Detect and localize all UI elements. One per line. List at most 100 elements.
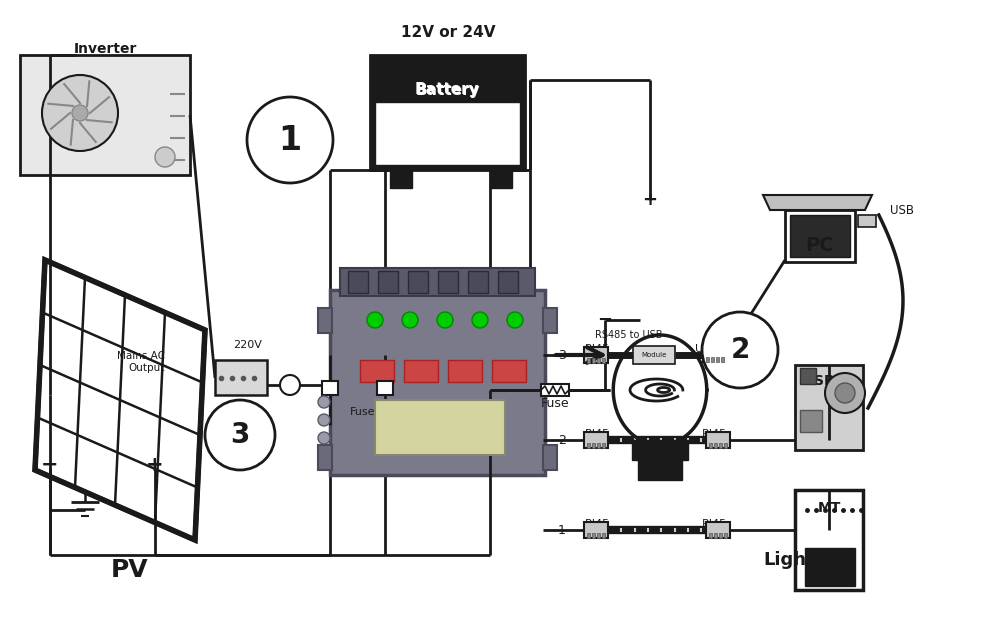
Bar (706, 432, 730, 448)
Text: RS485 to USB: RS485 to USB (595, 330, 662, 340)
Text: Fuse: Fuse (541, 397, 569, 410)
Circle shape (280, 375, 300, 395)
Circle shape (835, 383, 855, 403)
Bar (360, 360, 394, 382)
Text: 220V: 220V (234, 340, 262, 350)
Circle shape (205, 400, 275, 470)
Bar (592, 358, 595, 363)
Bar (370, 55, 525, 170)
Text: Battery: Battery (416, 83, 480, 97)
Bar (790, 215, 850, 257)
Bar (716, 357, 719, 362)
Bar (318, 445, 332, 470)
Text: USB: USB (695, 344, 718, 354)
Circle shape (825, 373, 865, 413)
Bar (592, 533, 595, 538)
Bar (587, 443, 590, 448)
Bar (602, 358, 605, 363)
Bar (375, 400, 505, 455)
Text: +: + (642, 191, 658, 209)
Bar (714, 533, 717, 538)
Text: −: − (41, 455, 59, 475)
Bar (492, 360, 526, 382)
Text: PC: PC (806, 236, 834, 255)
Bar (541, 384, 569, 396)
Bar (638, 458, 682, 480)
Text: 3: 3 (230, 421, 250, 449)
Bar (714, 443, 717, 448)
Bar (703, 348, 725, 362)
Bar (597, 358, 600, 363)
Text: RJ45: RJ45 (585, 519, 610, 529)
Bar (858, 215, 876, 227)
Circle shape (318, 432, 330, 444)
Bar (543, 445, 557, 470)
Bar (584, 347, 608, 363)
Bar (795, 365, 863, 450)
Text: MT: MT (817, 501, 841, 515)
Bar (709, 443, 712, 448)
Bar (584, 522, 608, 538)
Circle shape (155, 147, 175, 167)
Bar (800, 368, 816, 384)
Text: USB: USB (890, 204, 914, 216)
Bar (724, 443, 727, 448)
Text: Inverter: Inverter (73, 42, 137, 56)
Text: 3: 3 (558, 349, 566, 362)
Bar (602, 443, 605, 448)
Bar (438, 271, 458, 293)
Bar (706, 522, 730, 538)
Bar (498, 271, 518, 293)
Bar (348, 271, 368, 293)
Polygon shape (763, 195, 872, 210)
Text: SPP: SPP (814, 374, 844, 388)
Text: Fuse: Fuse (350, 407, 376, 417)
Bar (584, 432, 608, 448)
Bar (805, 548, 855, 586)
Bar (375, 102, 520, 165)
Circle shape (72, 105, 88, 121)
Bar (587, 358, 590, 363)
Text: RJ45: RJ45 (585, 344, 610, 354)
Bar (215, 360, 267, 395)
Circle shape (702, 312, 778, 388)
Bar (721, 357, 724, 362)
Text: RJ45: RJ45 (702, 429, 727, 439)
Text: Module: Module (641, 352, 667, 358)
Bar (587, 533, 590, 538)
Circle shape (472, 312, 488, 328)
Text: 12V or 24V: 12V or 24V (401, 24, 495, 40)
Bar (711, 357, 714, 362)
Bar (597, 443, 600, 448)
Text: Fuse: Fuse (400, 407, 426, 417)
Bar (404, 360, 438, 382)
Circle shape (42, 75, 118, 151)
Bar (20, 55, 190, 175)
Text: Battery: Battery (415, 82, 479, 97)
Text: Lights: Lights (764, 551, 826, 569)
Bar (724, 533, 727, 538)
Circle shape (367, 312, 383, 328)
Bar (709, 533, 712, 538)
Text: 1: 1 (278, 124, 302, 157)
Bar (800, 410, 822, 432)
Text: RJ45: RJ45 (585, 429, 610, 439)
Bar (597, 533, 600, 538)
Bar (378, 271, 398, 293)
Bar (592, 443, 595, 448)
Polygon shape (35, 260, 205, 540)
Bar (330, 290, 545, 475)
Circle shape (318, 414, 330, 426)
Bar (468, 271, 488, 293)
Bar (543, 308, 557, 333)
Bar (448, 360, 482, 382)
Text: PV: PV (111, 558, 149, 582)
Bar (377, 381, 393, 395)
Text: −: − (597, 311, 613, 329)
Text: +: + (393, 56, 407, 74)
Text: 2: 2 (730, 336, 750, 364)
Text: +: + (146, 455, 164, 475)
Circle shape (402, 312, 418, 328)
Bar (602, 533, 605, 538)
Bar (390, 170, 412, 188)
